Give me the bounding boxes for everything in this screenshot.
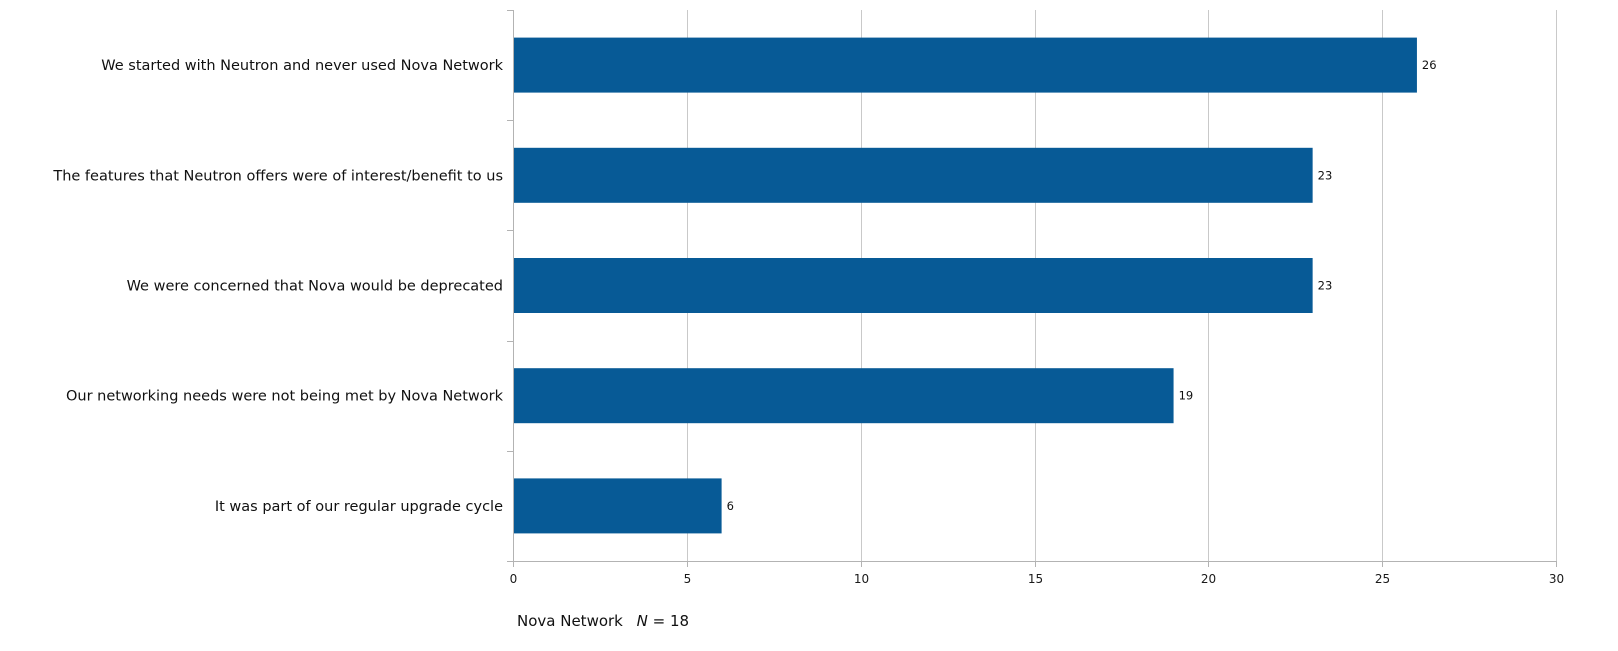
category-label: The features that Neutron offers were of…	[52, 168, 503, 184]
labels: 0 5 10 15 20 25 30 26 We started with Neutron an…	[52, 58, 1564, 586]
bar	[514, 478, 722, 534]
footnote-suffix: = 18	[652, 612, 690, 630]
bar	[514, 37, 1417, 93]
bar-value-label: 26	[1422, 58, 1437, 72]
category-label: It was part of our regular upgrade cycle	[215, 499, 503, 515]
bars	[514, 37, 1417, 534]
sample-size-note: Nova Network N = 18	[517, 612, 689, 630]
bar-value-label: 19	[1179, 389, 1194, 403]
bar	[514, 147, 1313, 203]
x-tick-label: 0	[510, 572, 518, 586]
bar-value-label: 23	[1318, 168, 1333, 182]
axes	[507, 10, 1557, 567]
bar	[514, 368, 1174, 424]
footnote-n-symbol: N	[636, 612, 648, 630]
x-tick-label: 10	[854, 572, 869, 586]
x-tick-label: 30	[1549, 572, 1564, 586]
category-label: We started with Neutron and never used N…	[101, 58, 503, 74]
x-tick-label: 15	[1028, 572, 1043, 586]
bar-value-label: 6	[727, 499, 734, 513]
category-label: Our networking needs were not being met …	[66, 389, 504, 405]
bar	[514, 258, 1313, 313]
x-tick-label: 25	[1375, 572, 1390, 586]
x-tick-label: 20	[1201, 572, 1216, 586]
x-tick-label: 5	[684, 572, 692, 586]
footnote-prefix: Nova Network	[517, 612, 623, 630]
category-label: We were concerned that Nova would be dep…	[127, 279, 503, 295]
bar-value-label: 23	[1318, 279, 1333, 293]
